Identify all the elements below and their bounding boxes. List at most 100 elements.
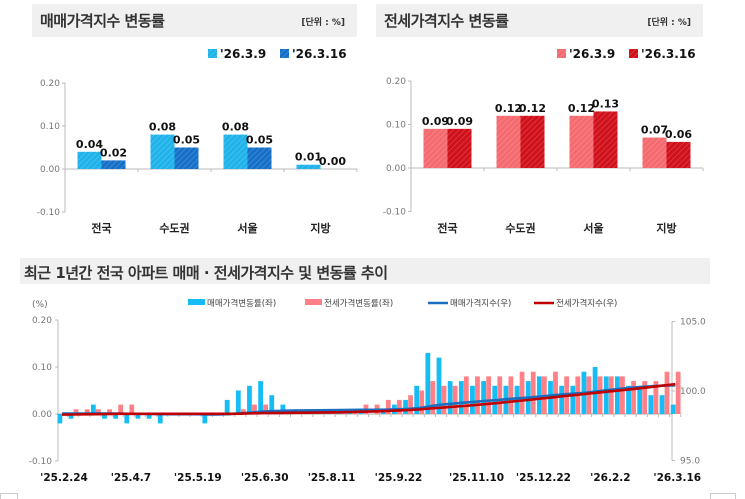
jeonse-change-bar xyxy=(586,376,592,414)
sale-change-bar xyxy=(603,376,609,414)
trend-chart-title: 최근 1년간 전국 아파트 매매 · 전세가격지수 및 변동률 추이 xyxy=(24,264,388,282)
y2-tick-label: 105.0 xyxy=(680,318,706,328)
x-tick-label: '25.5.19 xyxy=(174,472,222,484)
bar xyxy=(423,128,448,168)
bar xyxy=(666,141,691,168)
jeonse-change-bar xyxy=(397,399,402,414)
data-label: 0.00 xyxy=(319,155,346,168)
sale-change-bar xyxy=(447,381,453,414)
bar xyxy=(496,115,521,168)
y-tick-label: 0.00 xyxy=(386,164,406,174)
category-label: 수도권 xyxy=(505,222,535,235)
jeonse-change-bar xyxy=(642,381,648,414)
data-label: 0.12 xyxy=(519,102,546,115)
jeonse-change-bar xyxy=(597,376,603,414)
sale-change-bar xyxy=(414,385,420,414)
data-label: 0.13 xyxy=(592,97,619,110)
jeonse-change-bar xyxy=(84,409,90,414)
legend-label: '26.3.16 xyxy=(292,47,347,61)
jeonse-change-bar xyxy=(508,376,514,414)
jeonse-change-bar xyxy=(441,385,447,414)
sale-change-bar xyxy=(235,390,241,414)
legend-swatch xyxy=(208,49,217,58)
jeonse-change-bar xyxy=(463,376,469,414)
jeonse-change-bar xyxy=(408,395,413,414)
sale-change-bar xyxy=(670,404,676,414)
jeonse-change-bar xyxy=(608,376,614,414)
sale-change-bar xyxy=(559,385,565,414)
legend-label: '26.3.16 xyxy=(641,47,696,61)
x-tick-label: '25.6.30 xyxy=(241,472,289,484)
sale-change-bar xyxy=(124,414,130,424)
legend-swatch xyxy=(280,49,289,58)
data-label: 0.05 xyxy=(173,134,200,147)
decorative-frame xyxy=(0,493,18,499)
jeonse-change-bar xyxy=(430,381,436,414)
sale-change-bar xyxy=(146,414,152,419)
sale-panel-unit: [단위 : %] xyxy=(301,18,345,28)
sale-change-bar xyxy=(157,414,163,424)
data-label: 0.01 xyxy=(295,151,322,164)
legend-swatch xyxy=(557,49,566,58)
jeonse-index-line xyxy=(61,382,676,416)
category-label: 지방 xyxy=(656,221,676,235)
category-label: 수도권 xyxy=(159,222,189,235)
bar xyxy=(642,137,667,168)
y-tick-label: 0.10 xyxy=(40,122,60,132)
bar xyxy=(296,164,321,169)
sale-change-bar xyxy=(135,414,141,419)
legend-swatch xyxy=(305,299,322,305)
sale-change-bar xyxy=(481,381,486,414)
jeonse-change-bar xyxy=(530,371,536,414)
bar xyxy=(174,147,199,169)
jeonse-change-bar xyxy=(620,376,625,414)
bar xyxy=(447,128,472,168)
jeonse-change-bar xyxy=(419,390,425,414)
y-tick-label: 0.20 xyxy=(32,316,52,326)
x-tick-label: '26.3.16 xyxy=(653,472,701,484)
jeonse-change-bar xyxy=(497,376,503,414)
sale-change-bar xyxy=(648,395,654,414)
jeonse-panel-title: 전세가격지수 변동률 xyxy=(384,12,509,30)
data-label: 0.07 xyxy=(641,124,668,137)
jeonse-change-bar xyxy=(631,381,636,414)
x-tick-label: '25.12.22 xyxy=(516,472,571,484)
sale-change-bar xyxy=(659,395,665,414)
bar xyxy=(101,160,126,169)
legend-label: 전세가격지수(우) xyxy=(556,298,617,309)
jeonse-change-bar xyxy=(252,404,257,414)
jeonse-change-bar xyxy=(240,409,246,414)
data-label: 0.05 xyxy=(246,134,273,147)
x-tick-label: '25.4.7 xyxy=(111,472,151,484)
y-tick-label: 0.00 xyxy=(32,410,52,420)
y2-tick-label: 100.0 xyxy=(680,387,706,397)
jeonse-change-bar xyxy=(95,409,101,414)
y-tick-label: 0.10 xyxy=(32,363,52,373)
y-tick-label: 0.10 xyxy=(386,121,406,131)
jeonse-change-bar xyxy=(553,371,558,414)
data-label: 0.12 xyxy=(495,102,522,115)
bar xyxy=(520,115,545,168)
trend-chart-header: 최근 1년간 전국 아파트 매매 · 전세가격지수 및 변동률 추이 xyxy=(20,258,710,284)
sale-change-bar xyxy=(536,376,542,414)
data-label: 0.02 xyxy=(100,146,127,159)
sale-change-bar xyxy=(403,399,408,414)
sale-change-bar xyxy=(570,385,576,414)
y2-tick-label: 95.0 xyxy=(680,457,700,467)
sale-change-bar xyxy=(458,381,464,414)
legend-label: 전세가격변동률(좌) xyxy=(324,298,393,309)
legend-label: '26.3.9 xyxy=(569,47,615,61)
legend-label: 매매가격지수(우) xyxy=(450,298,511,309)
decorative-frame xyxy=(710,493,736,499)
data-label: 0.09 xyxy=(446,115,473,128)
legend-swatch xyxy=(629,49,638,58)
y-tick-label: -0.10 xyxy=(383,208,407,218)
data-label: 0.08 xyxy=(222,121,249,134)
bar xyxy=(223,134,248,169)
sale-change-bar xyxy=(615,376,620,414)
y-tick-label: -0.10 xyxy=(37,208,61,218)
jeonse-change-bar xyxy=(385,399,391,414)
bar xyxy=(569,115,594,168)
jeonse-change-bar xyxy=(452,385,458,414)
bar xyxy=(77,151,102,169)
